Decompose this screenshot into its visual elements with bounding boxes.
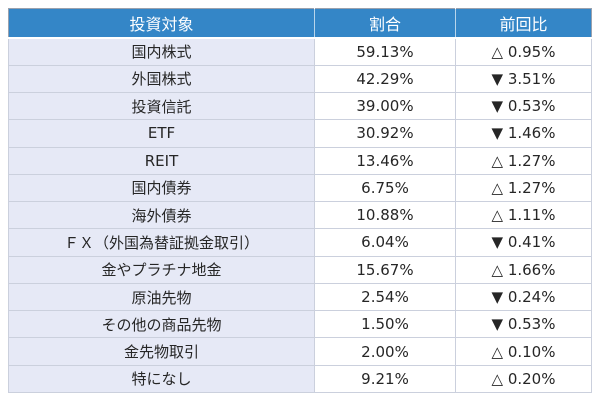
table-row: 海外債券 10.88% △ 1.11% bbox=[8, 201, 592, 230]
investment-target-cell: 国内債券 bbox=[8, 173, 315, 203]
table-row: 外国株式 42.29% ▼ 3.51% bbox=[8, 64, 592, 94]
change-cell: ▼ 0.24% bbox=[455, 282, 592, 312]
change-cell: △ 0.95% bbox=[455, 37, 592, 66]
table-row: 原油先物 2.54% ▼ 0.24% bbox=[8, 282, 592, 312]
investment-allocation-table: 投資対象 割合 前回比 国内株式 59.13% △ 0.95% 外国株式 42.… bbox=[8, 8, 592, 394]
change-cell: ▼ 0.53% bbox=[455, 92, 592, 121]
header-row: 投資対象 割合 前回比 bbox=[8, 8, 592, 39]
table-row: 金やプラチナ地金 15.67% △ 1.66% bbox=[8, 255, 592, 284]
change-cell: △ 1.27% bbox=[455, 173, 592, 203]
table-row: ＦＸ（外国為替証拠金取引） 6.04% ▼ 0.41% bbox=[8, 228, 592, 257]
change-cell: △ 0.10% bbox=[455, 337, 592, 366]
change-cell: ▼ 0.53% bbox=[455, 310, 592, 339]
investment-allocation-table-container: 投資対象 割合 前回比 国内株式 59.13% △ 0.95% 外国株式 42.… bbox=[8, 8, 592, 394]
change-cell: △ 0.20% bbox=[455, 364, 592, 394]
investment-target-cell: 原油先物 bbox=[8, 282, 315, 312]
table-row: 特になし 9.21% △ 0.20% bbox=[8, 364, 592, 394]
column-header-ratio: 割合 bbox=[314, 8, 456, 39]
ratio-cell: 15.67% bbox=[314, 255, 456, 284]
investment-target-cell: REIT bbox=[8, 146, 315, 175]
ratio-cell: 6.04% bbox=[314, 228, 456, 257]
ratio-cell: 9.21% bbox=[314, 364, 456, 394]
table-row: その他の商品先物 1.50% ▼ 0.53% bbox=[8, 310, 592, 339]
change-cell: △ 1.66% bbox=[455, 255, 592, 284]
table-row: 投資信託 39.00% ▼ 0.53% bbox=[8, 92, 592, 121]
investment-target-cell: 海外債券 bbox=[8, 201, 315, 230]
investment-target-cell: 金先物取引 bbox=[8, 337, 315, 366]
column-header-investment-target: 投資対象 bbox=[8, 8, 315, 39]
ratio-cell: 30.92% bbox=[314, 119, 456, 148]
column-header-change: 前回比 bbox=[455, 8, 592, 39]
investment-target-cell: ETF bbox=[8, 119, 315, 148]
ratio-cell: 10.88% bbox=[314, 201, 456, 230]
ratio-cell: 59.13% bbox=[314, 37, 456, 66]
table-row: 国内債券 6.75% △ 1.27% bbox=[8, 173, 592, 203]
table-row: 国内株式 59.13% △ 0.95% bbox=[8, 37, 592, 66]
investment-target-cell: ＦＸ（外国為替証拠金取引） bbox=[8, 228, 315, 257]
change-cell: ▼ 1.46% bbox=[455, 119, 592, 148]
change-cell: ▼ 3.51% bbox=[455, 64, 592, 94]
change-cell: △ 1.27% bbox=[455, 146, 592, 175]
investment-target-cell: その他の商品先物 bbox=[8, 310, 315, 339]
investment-target-cell: 金やプラチナ地金 bbox=[8, 255, 315, 284]
change-cell: ▼ 0.41% bbox=[455, 228, 592, 257]
investment-target-cell: 投資信託 bbox=[8, 92, 315, 121]
ratio-cell: 2.54% bbox=[314, 282, 456, 312]
investment-target-cell: 特になし bbox=[8, 364, 315, 394]
ratio-cell: 39.00% bbox=[314, 92, 456, 121]
ratio-cell: 1.50% bbox=[314, 310, 456, 339]
ratio-cell: 6.75% bbox=[314, 173, 456, 203]
ratio-cell: 2.00% bbox=[314, 337, 456, 366]
investment-target-cell: 外国株式 bbox=[8, 64, 315, 94]
investment-target-cell: 国内株式 bbox=[8, 37, 315, 66]
table-row: ETF 30.92% ▼ 1.46% bbox=[8, 119, 592, 148]
change-cell: △ 1.11% bbox=[455, 201, 592, 230]
ratio-cell: 13.46% bbox=[314, 146, 456, 175]
ratio-cell: 42.29% bbox=[314, 64, 456, 94]
table-row: 金先物取引 2.00% △ 0.10% bbox=[8, 337, 592, 366]
table-row: REIT 13.46% △ 1.27% bbox=[8, 146, 592, 175]
